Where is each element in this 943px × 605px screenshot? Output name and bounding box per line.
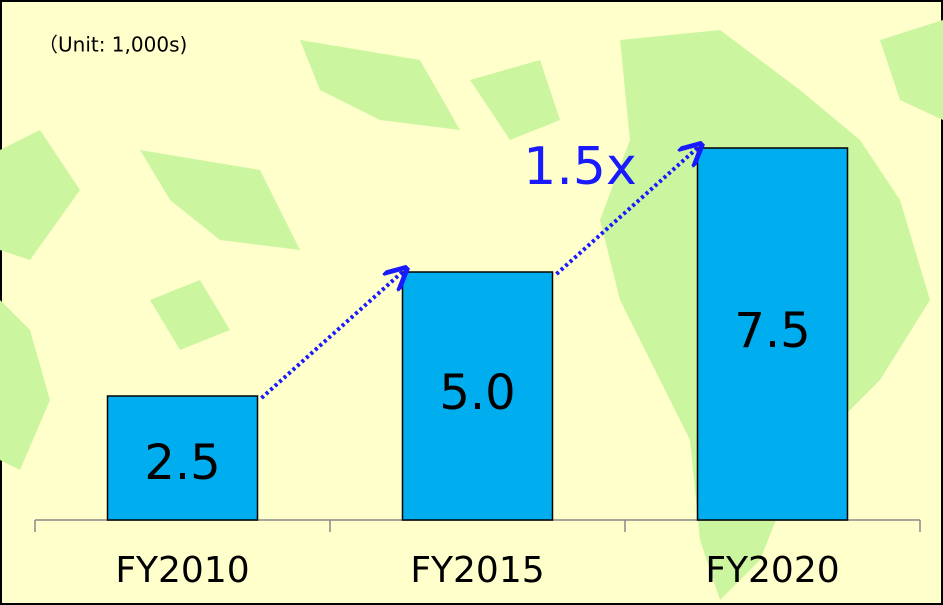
value-label: 7.5 (734, 303, 810, 359)
bar (696, 147, 849, 521)
unit-note: （Unit: 1,000s) (38, 33, 187, 57)
growth-annotation: 1.5x (523, 137, 636, 197)
bar (106, 395, 259, 521)
x-tick-label: FY2020 (705, 550, 839, 591)
x-tick-label: FY2010 (115, 550, 249, 591)
growth-arrow (555, 146, 700, 276)
x-tick-label: FY2015 (410, 550, 544, 591)
value-label: 5.0 (439, 365, 515, 421)
value-label: 2.5 (144, 435, 220, 491)
growth-arrow (260, 270, 405, 400)
bar (401, 271, 554, 521)
